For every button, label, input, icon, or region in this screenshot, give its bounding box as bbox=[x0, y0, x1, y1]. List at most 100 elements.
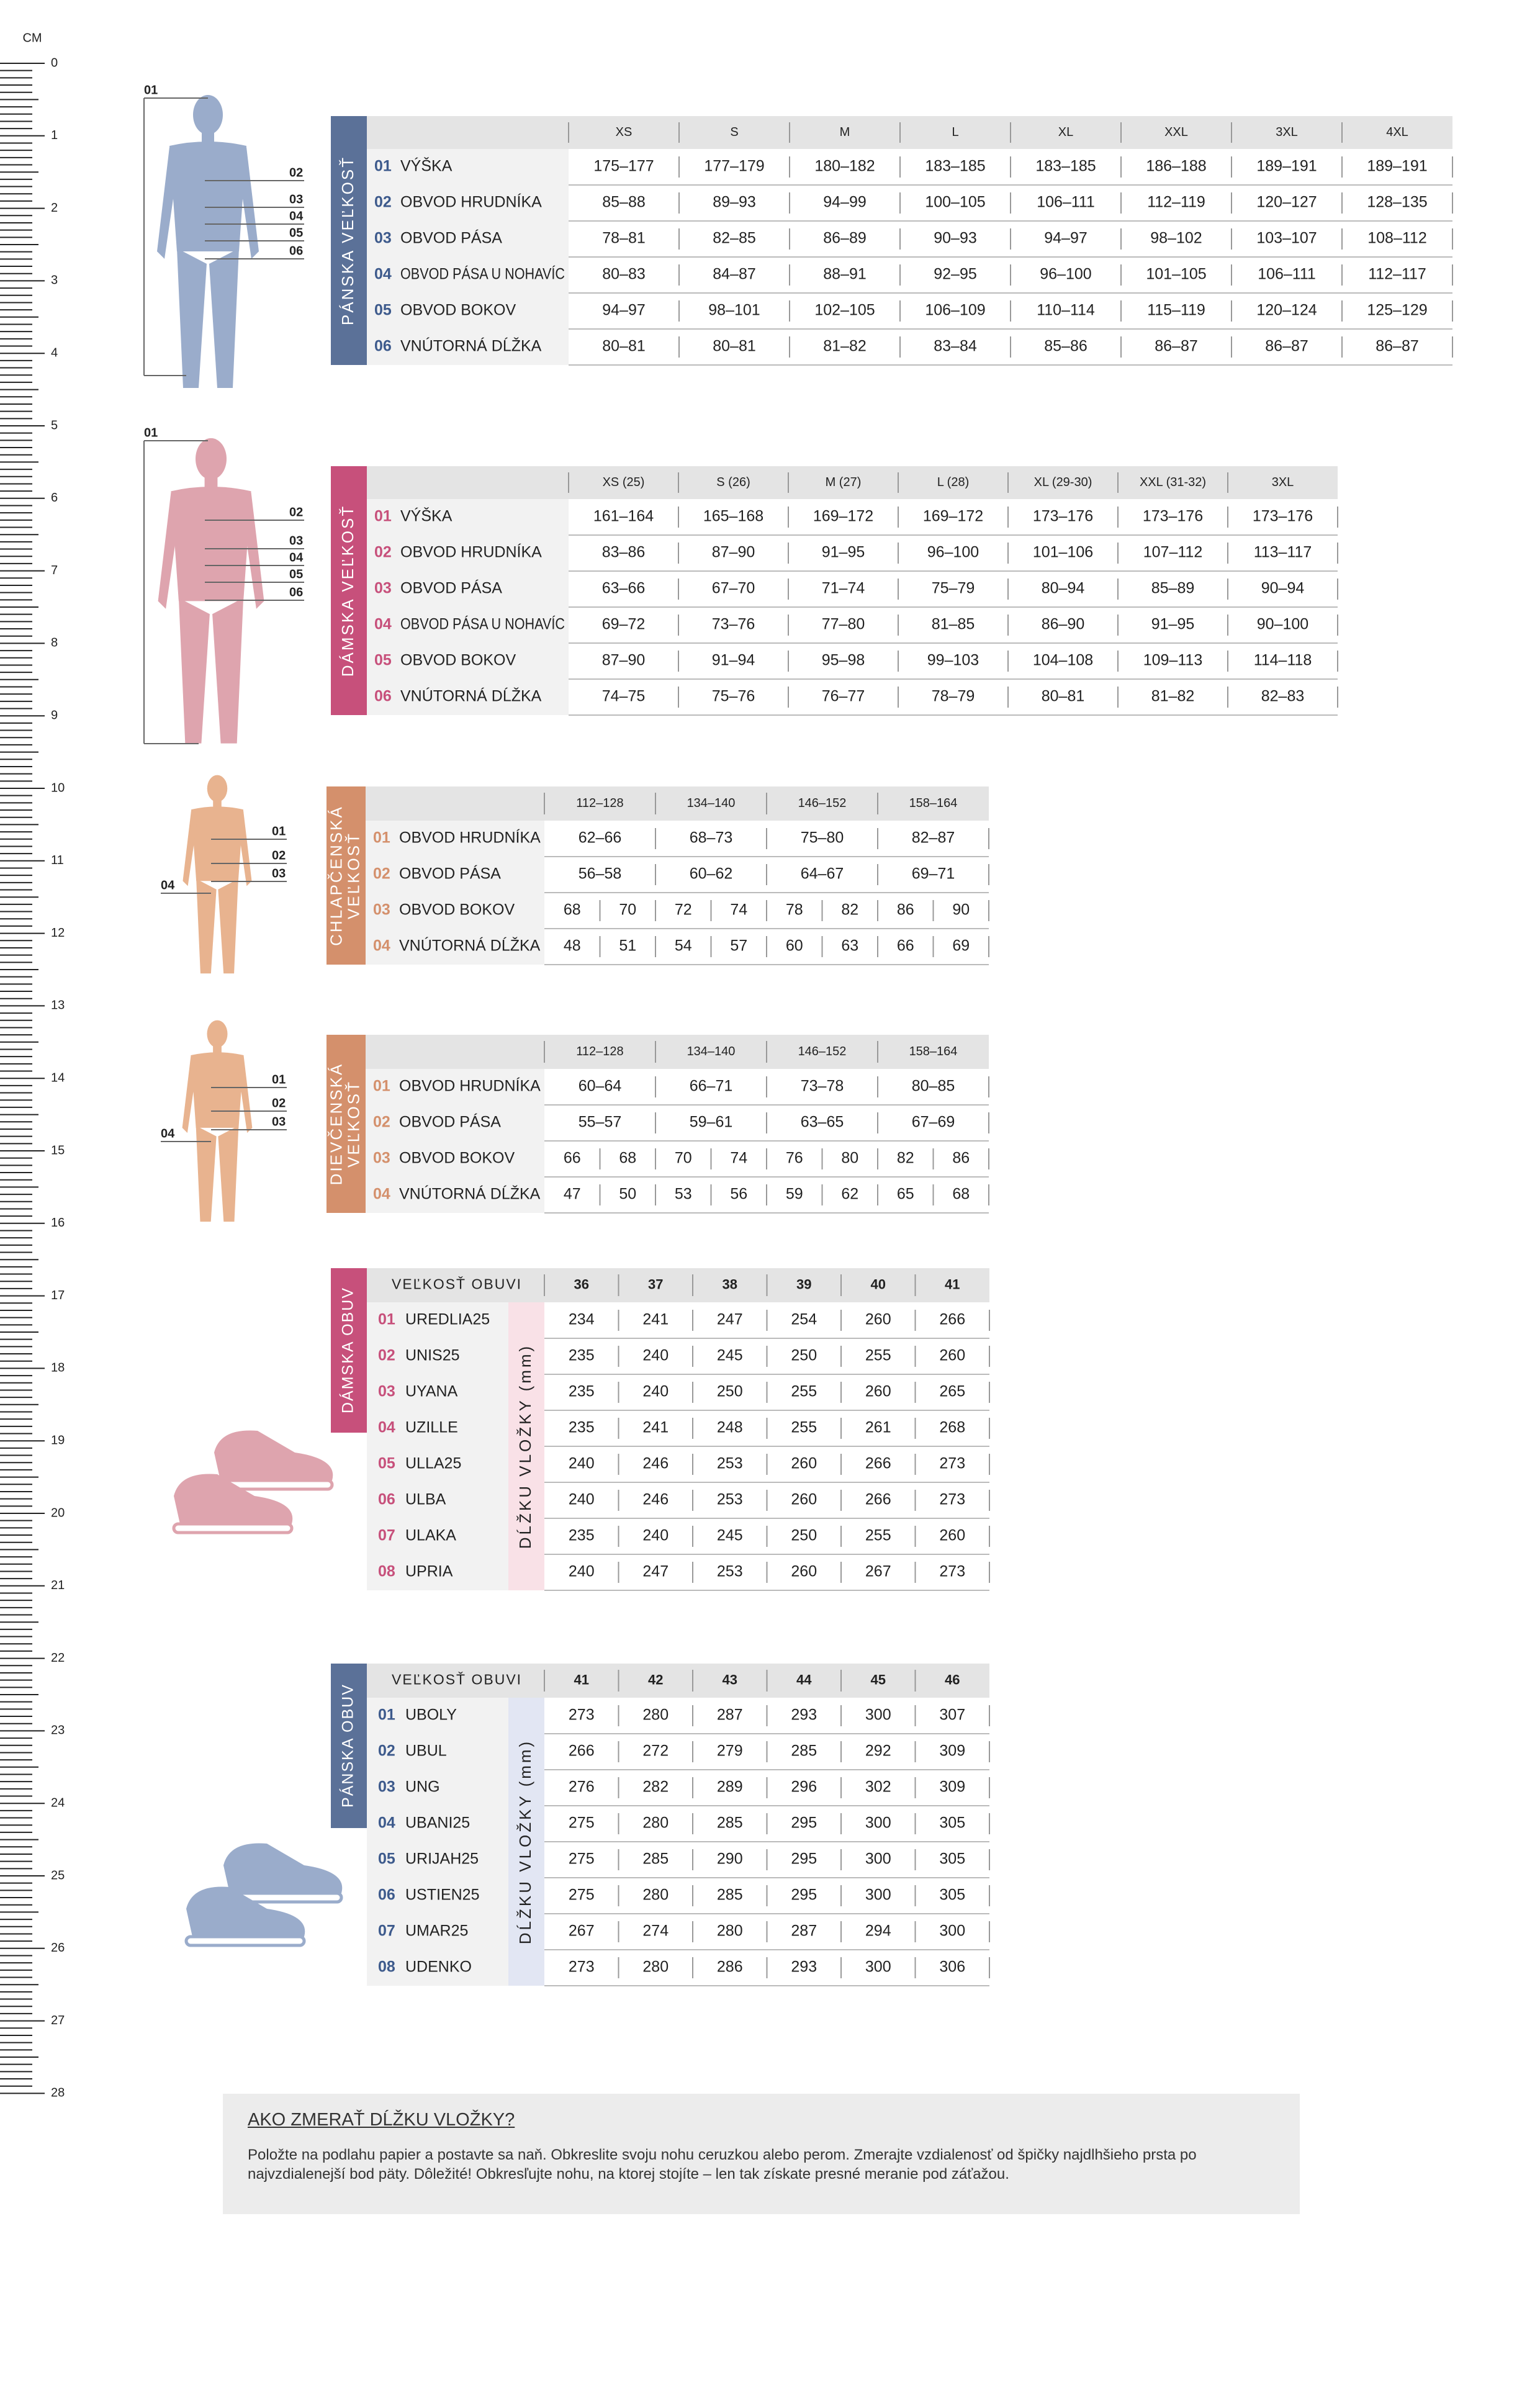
leg-r bbox=[218, 878, 238, 974]
head bbox=[207, 775, 228, 802]
size-header: 46 bbox=[945, 1672, 960, 1687]
ruler-label: 7 bbox=[51, 564, 58, 577]
size-header: 4XL bbox=[1386, 125, 1408, 139]
label-cell bbox=[367, 571, 569, 607]
cell-value: 173–176 bbox=[1253, 508, 1313, 525]
ruler-label: 1 bbox=[51, 128, 58, 142]
size-header: L (28) bbox=[937, 475, 970, 489]
cell-value: 103–107 bbox=[1256, 230, 1317, 247]
row-label: OBVOD PÁSA bbox=[399, 1113, 501, 1131]
ruler-label: 20 bbox=[51, 1506, 65, 1520]
cell-value: 108–112 bbox=[1367, 230, 1426, 247]
cell-value: 69–72 bbox=[602, 616, 646, 633]
cell-value: 83–84 bbox=[934, 338, 977, 355]
size-header: XL (29-30) bbox=[1034, 475, 1092, 489]
silhouette bbox=[182, 1020, 253, 1222]
label-cell bbox=[367, 185, 569, 221]
row-number: 03 bbox=[373, 1150, 390, 1167]
row-label: OBVOD BOKOV bbox=[399, 1150, 515, 1167]
arm-r bbox=[242, 492, 264, 609]
size-header: 134–140 bbox=[687, 796, 736, 810]
cell-value: 120–124 bbox=[1256, 302, 1317, 319]
row-label: OBVOD PÁSA bbox=[400, 229, 502, 247]
cell-value: 75–80 bbox=[801, 829, 844, 847]
shoe bbox=[174, 1474, 293, 1524]
shoe-icon bbox=[222, 1843, 343, 1904]
figure-label: 06 bbox=[289, 244, 303, 258]
header-row bbox=[366, 1035, 989, 1069]
row-number: 01 bbox=[373, 829, 390, 847]
row-number: 02 bbox=[374, 194, 392, 211]
cell-value: 290 bbox=[717, 1850, 743, 1868]
leg-l bbox=[196, 878, 217, 974]
cell-value: 82–85 bbox=[713, 230, 756, 247]
cell-value: 115–119 bbox=[1147, 302, 1205, 319]
ruler-label: 21 bbox=[51, 1579, 65, 1592]
cell-value: 177–179 bbox=[704, 158, 764, 175]
label-cell bbox=[367, 499, 569, 535]
cell-value: 282 bbox=[642, 1778, 669, 1796]
torso bbox=[191, 806, 243, 881]
cell-value: 300 bbox=[865, 1814, 891, 1832]
ruler-label: 14 bbox=[51, 1071, 65, 1084]
label-cell bbox=[366, 821, 544, 857]
size-header: 40 bbox=[871, 1276, 886, 1292]
cell-value: 300 bbox=[865, 1886, 891, 1904]
row-label: UREDLIA25 bbox=[405, 1311, 490, 1328]
size-header: 41 bbox=[945, 1276, 960, 1292]
size-header: 45 bbox=[871, 1672, 886, 1687]
neck bbox=[202, 130, 214, 143]
row-number: 07 bbox=[378, 1922, 395, 1940]
row-number: 01 bbox=[373, 1078, 390, 1095]
size-header: 146–152 bbox=[798, 1045, 847, 1058]
cell-value: 272 bbox=[642, 1742, 669, 1760]
row-label: USTIEN25 bbox=[405, 1886, 479, 1904]
ruler-label: 27 bbox=[51, 2014, 65, 2027]
row-number: 03 bbox=[378, 1778, 395, 1796]
side-bar bbox=[326, 1035, 366, 1213]
size-header: S (26) bbox=[716, 475, 750, 489]
row-number: 08 bbox=[378, 1563, 395, 1580]
row-label: URIJAH25 bbox=[405, 1850, 479, 1868]
cell-value: 240 bbox=[642, 1527, 669, 1544]
cell-value: 110–114 bbox=[1037, 302, 1095, 319]
torso bbox=[169, 142, 246, 251]
row-number: 03 bbox=[378, 1383, 395, 1400]
arm-l bbox=[182, 810, 197, 886]
figure-label: 03 bbox=[272, 1115, 286, 1128]
cell-value: 280 bbox=[717, 1922, 743, 1940]
cell-value: 275 bbox=[569, 1886, 595, 1904]
ruler-label: 4 bbox=[51, 346, 58, 359]
measure-label: DĹŽKU VLOŽKY (mm) bbox=[516, 1739, 534, 1944]
cell-value: 81–82 bbox=[823, 338, 867, 355]
cell-value: 72 bbox=[675, 901, 692, 919]
cell-value: 85–89 bbox=[1151, 580, 1195, 597]
row-number: 05 bbox=[378, 1850, 395, 1868]
cell-value: 90–100 bbox=[1257, 616, 1308, 633]
figure-label: 04 bbox=[161, 878, 175, 892]
size-header: XS (25) bbox=[603, 475, 645, 489]
cell-value: 173–176 bbox=[1143, 508, 1203, 525]
row-number: 07 bbox=[378, 1527, 395, 1544]
cell-value: 306 bbox=[939, 1958, 965, 1976]
silhouette bbox=[182, 775, 252, 974]
cell-value: 82–87 bbox=[912, 829, 955, 847]
cell-value: 113–117 bbox=[1254, 544, 1312, 561]
size-header: M (27) bbox=[826, 475, 862, 489]
label-cell bbox=[366, 857, 544, 893]
shoe bbox=[223, 1843, 343, 1893]
cell-value: 240 bbox=[569, 1491, 595, 1508]
cell-value: 80–85 bbox=[912, 1078, 955, 1095]
cell-value: 165–168 bbox=[703, 508, 763, 525]
size-header: 146–152 bbox=[798, 796, 847, 810]
shoe-icon bbox=[184, 1886, 306, 1947]
cell-value: 92–95 bbox=[934, 266, 977, 283]
cell-value: 80–81 bbox=[602, 338, 646, 355]
header-row bbox=[367, 1268, 989, 1302]
cell-value: 94–99 bbox=[823, 194, 867, 211]
shoe-icon bbox=[212, 1430, 334, 1491]
row-number: 06 bbox=[374, 338, 392, 355]
cell-value: 62–66 bbox=[579, 829, 622, 847]
leg-l bbox=[196, 1125, 217, 1222]
cell-value: 287 bbox=[717, 1706, 743, 1724]
